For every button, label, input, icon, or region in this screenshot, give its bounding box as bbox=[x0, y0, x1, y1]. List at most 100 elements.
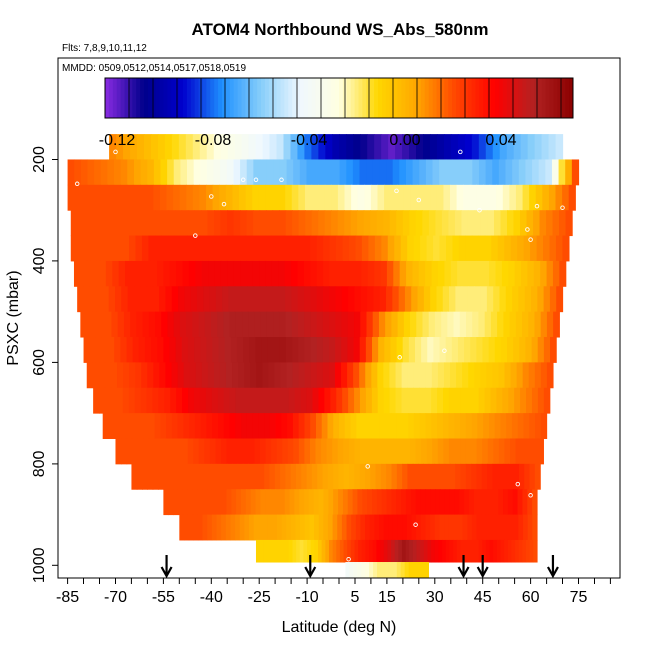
heatmap-cell bbox=[99, 311, 106, 338]
heatmap-cell bbox=[269, 413, 277, 439]
heatmap-cell bbox=[232, 362, 239, 389]
heatmap-cell bbox=[87, 184, 95, 211]
heatmap-cell bbox=[465, 235, 473, 262]
heatmap-cell bbox=[538, 159, 546, 186]
heatmap-cell bbox=[474, 286, 482, 313]
heatmap-cell bbox=[430, 184, 438, 211]
heatmap-cell bbox=[292, 337, 299, 363]
heatmap-cell bbox=[471, 438, 478, 465]
heatmap-cell bbox=[518, 539, 523, 563]
heatmap-cell bbox=[244, 362, 251, 389]
heatmap-cell bbox=[154, 235, 162, 262]
heatmap-cell bbox=[459, 489, 465, 516]
heatmap-cell bbox=[463, 539, 469, 563]
colorbar-swatch bbox=[553, 78, 558, 118]
heatmap-cell bbox=[166, 184, 174, 211]
heatmap-cell bbox=[274, 539, 279, 563]
heatmap-cell bbox=[459, 311, 467, 338]
heatmap-cell bbox=[143, 438, 150, 465]
heatmap-cell bbox=[134, 387, 142, 414]
heatmap-cell bbox=[193, 387, 201, 414]
heatmap-cell bbox=[315, 438, 322, 465]
heatmap-cell bbox=[303, 235, 311, 262]
heatmap-cell bbox=[278, 260, 286, 287]
heatmap-cell bbox=[484, 311, 492, 338]
heatmap-cell bbox=[442, 286, 450, 313]
heatmap-cell bbox=[187, 489, 194, 516]
heatmap-cell bbox=[413, 413, 421, 439]
heatmap-cell bbox=[220, 134, 229, 160]
heatmap-cell bbox=[371, 438, 378, 465]
heatmap-cell bbox=[276, 514, 283, 541]
heatmap-cell bbox=[502, 184, 510, 211]
heatmap-cell bbox=[543, 337, 551, 363]
heatmap-cell bbox=[439, 489, 446, 516]
heatmap-cell bbox=[168, 463, 175, 490]
sample-point bbox=[279, 177, 284, 183]
heatmap-cell bbox=[522, 362, 530, 389]
heatmap-cell bbox=[148, 235, 156, 262]
heatmap-cell bbox=[490, 387, 497, 414]
heatmap-cell bbox=[181, 210, 189, 237]
heatmap-cell bbox=[571, 159, 580, 186]
heatmap-cell bbox=[133, 159, 142, 186]
heatmap-cell bbox=[400, 562, 406, 579]
heatmap-cell bbox=[148, 311, 156, 338]
heatmap-cell bbox=[131, 463, 138, 490]
colorbar-swatch bbox=[487, 78, 492, 118]
heatmap-cell bbox=[310, 260, 318, 287]
heatmap-cell bbox=[408, 413, 415, 439]
heatmap-cell bbox=[216, 463, 223, 490]
heatmap-cell bbox=[224, 337, 232, 363]
colorbar-swatch bbox=[452, 78, 457, 118]
heatmap-cell bbox=[259, 438, 267, 465]
heatmap-cell bbox=[349, 562, 354, 579]
heatmap-cell bbox=[377, 387, 385, 414]
heatmap-cell bbox=[389, 210, 397, 237]
heatmap-cell bbox=[526, 387, 533, 414]
heatmap-cell bbox=[537, 337, 545, 363]
heatmap-cell bbox=[270, 539, 275, 563]
colorbar-swatch bbox=[315, 78, 320, 118]
heatmap-cell bbox=[244, 514, 250, 541]
heatmap-cell bbox=[221, 463, 228, 490]
heatmap-cell bbox=[329, 260, 337, 287]
heatmap-cell bbox=[246, 210, 254, 237]
heatmap-cell bbox=[488, 489, 494, 516]
heatmap-cell bbox=[412, 260, 420, 287]
heatmap-cell bbox=[262, 134, 271, 160]
colorbar-swatch bbox=[303, 78, 309, 118]
heatmap-cell bbox=[360, 286, 368, 313]
colorbar-swatch bbox=[155, 78, 161, 118]
heatmap-cell bbox=[92, 311, 100, 338]
heatmap-cell bbox=[116, 210, 124, 237]
heatmap-cell bbox=[291, 260, 299, 287]
heatmap-cell bbox=[322, 362, 330, 389]
heatmap-cell bbox=[386, 159, 394, 186]
heatmap-cell bbox=[316, 362, 324, 389]
heatmap-cell bbox=[163, 260, 171, 287]
heatmap-cell bbox=[401, 362, 409, 389]
heatmap-cell bbox=[489, 539, 494, 563]
heatmap-cell bbox=[403, 184, 412, 211]
heatmap-cell bbox=[443, 362, 451, 389]
heatmap-cell bbox=[210, 311, 218, 338]
heatmap-cell bbox=[90, 235, 98, 262]
heatmap-cell bbox=[194, 210, 202, 237]
heatmap-cell bbox=[274, 489, 281, 516]
heatmap-cell bbox=[236, 489, 242, 516]
heatmap-cell bbox=[258, 184, 266, 211]
heatmap-cell bbox=[420, 539, 425, 563]
heatmap-cell bbox=[386, 463, 393, 490]
heatmap-cell bbox=[163, 463, 170, 490]
heatmap-cell bbox=[182, 438, 189, 465]
heatmap-cell bbox=[215, 438, 222, 465]
heatmap-cell bbox=[260, 311, 268, 338]
heatmap-cell bbox=[354, 438, 361, 465]
heatmap-cell bbox=[283, 134, 292, 160]
heatmap-cell bbox=[476, 337, 484, 363]
heatmap-cell bbox=[77, 235, 85, 262]
heatmap-cell bbox=[489, 260, 497, 287]
heatmap-cell bbox=[388, 134, 396, 160]
heatmap-cell bbox=[337, 184, 346, 211]
